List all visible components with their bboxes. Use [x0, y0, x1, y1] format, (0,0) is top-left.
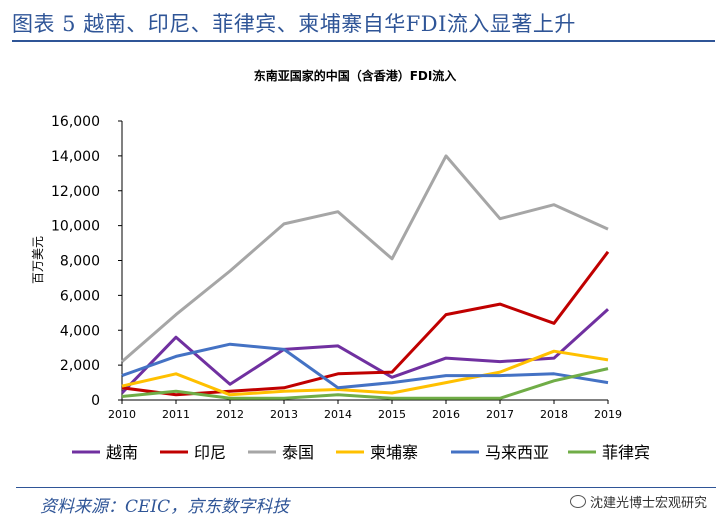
wechat-icon	[569, 495, 586, 508]
y-tick-label: 4,000	[60, 323, 100, 339]
y-tick-label: 2,000	[60, 358, 100, 374]
legend-label: 泰国	[282, 443, 314, 462]
figure-title: 图表 5 越南、印尼、菲律宾、柬埔寨自华FDI流入显著上升	[12, 12, 576, 36]
y-tick-label: 8,000	[60, 254, 100, 270]
series-line-印尼	[121, 250, 610, 397]
x-tick-label: 2010	[108, 408, 136, 421]
series-line-菲律宾	[121, 367, 609, 400]
x-tick-label: 2017	[486, 408, 514, 421]
y-tick-label: 0	[91, 393, 100, 409]
series-line-马来西亚	[121, 342, 609, 390]
legend-label: 马来西亚	[485, 443, 549, 462]
legend-item: 越南	[72, 443, 138, 462]
line-chart: 东南亚国家的中国（含香港）FDI流入 百万美元 0 2,000 4,000 6,000…	[31, 68, 650, 462]
x-tick-label: 2015	[378, 408, 406, 421]
x-tick-label: 2014	[324, 408, 352, 421]
x-tick-label: 2012	[216, 408, 244, 421]
legend-item: 马来西亚	[451, 443, 549, 462]
series-lines	[120, 154, 610, 400]
chart-title: 东南亚国家的中国（含香港）FDI流入	[254, 68, 457, 83]
series-line-泰国	[121, 154, 609, 363]
title-divider	[12, 40, 715, 42]
legend: 越南 印尼 泰国 柬埔寨 马来西亚 菲律宾	[72, 443, 650, 462]
footer-divider	[16, 487, 716, 488]
legend-label: 越南	[106, 443, 138, 462]
source-note: 资料来源：CEIC，京东数字科技	[40, 497, 290, 517]
x-tick-label: 2011	[162, 408, 190, 421]
y-axis-label: 百万美元	[31, 236, 45, 284]
legend-label: 菲律宾	[602, 443, 650, 462]
legend-item: 菲律宾	[568, 443, 650, 462]
watermark-text: 沈建光博士宏观研究	[589, 496, 707, 511]
legend-label: 柬埔寨	[370, 443, 418, 462]
x-tick-label: 2019	[594, 408, 622, 421]
legend-label: 印尼	[194, 443, 226, 462]
y-tick-label: 16,000	[51, 114, 100, 130]
legend-item: 泰国	[248, 443, 314, 462]
legend-item: 柬埔寨	[336, 443, 418, 462]
x-tick-label: 2016	[432, 408, 460, 421]
y-tick-label: 12,000	[51, 184, 100, 200]
y-tick-label: 14,000	[51, 149, 100, 165]
series-line-越南	[120, 308, 610, 395]
y-tick-label: 10,000	[51, 219, 100, 235]
x-tick-label: 2013	[270, 408, 298, 421]
x-axis-ticks: 2010 2011 2012 2013 2014 2015 2016 2017 2018 2019	[108, 400, 622, 421]
x-tick-label: 2018	[540, 408, 568, 421]
watermark: 沈建光博士宏观研究	[569, 492, 707, 511]
series-line-柬埔寨	[121, 349, 609, 397]
y-tick-label: 6,000	[60, 288, 100, 304]
legend-item: 印尼	[160, 443, 226, 462]
y-axis-ticks: 0 2,000 4,000 6,000 8,000 10,000 12,000 14,000 1…	[51, 114, 122, 409]
